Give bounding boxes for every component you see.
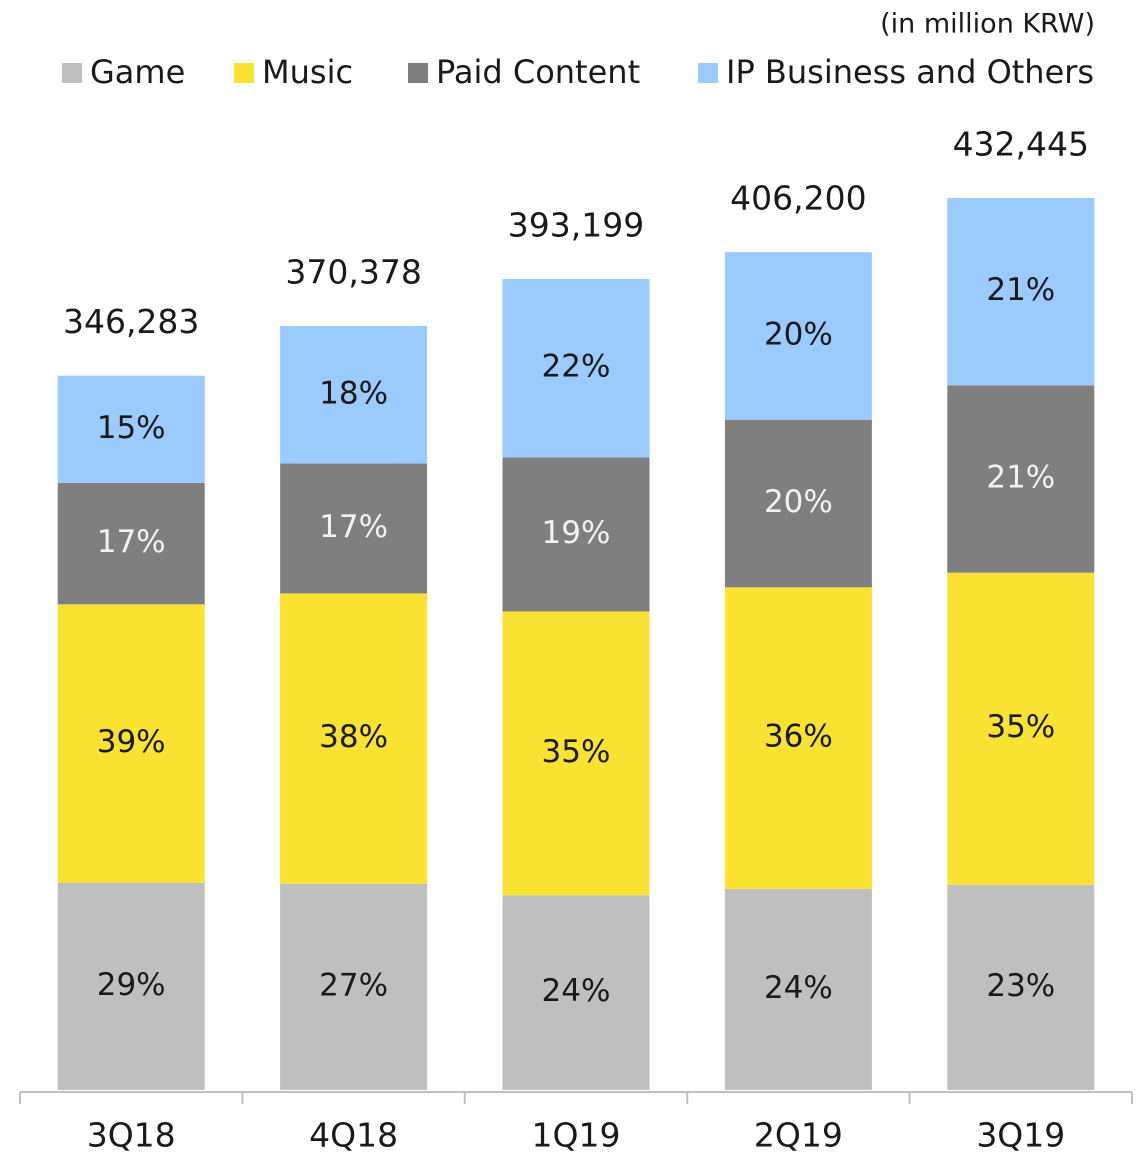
bar-segment xyxy=(724,252,872,420)
bar-segment xyxy=(947,572,1095,885)
x-tick-label: 4Q18 xyxy=(309,1116,398,1155)
segment-label: 35% xyxy=(542,734,611,770)
total-label: 432,445 xyxy=(953,125,1089,164)
legend-swatch xyxy=(234,63,254,83)
segment-label: 36% xyxy=(764,719,833,755)
segment-label: 15% xyxy=(97,410,166,446)
total-label: 406,200 xyxy=(730,179,866,218)
legend-label: Paid Content xyxy=(436,53,640,91)
segment-label: 22% xyxy=(542,349,611,385)
bar-segment xyxy=(57,482,205,605)
legend-swatch xyxy=(408,63,428,83)
bar-segment xyxy=(502,278,650,458)
total-label: 346,283 xyxy=(63,302,199,341)
segment-label: 23% xyxy=(986,968,1055,1004)
segment-label: 21% xyxy=(986,272,1055,308)
bar-segment xyxy=(57,375,205,483)
bar-segment xyxy=(724,888,872,1090)
segment-label: 27% xyxy=(319,967,388,1003)
bar-segment xyxy=(502,611,650,896)
bar-segment xyxy=(280,463,428,594)
bar-segment xyxy=(947,884,1095,1090)
segment-label: 24% xyxy=(542,973,611,1009)
segment-label: 24% xyxy=(764,970,833,1006)
x-tick-label: 3Q19 xyxy=(976,1116,1065,1155)
segment-label: 17% xyxy=(97,524,166,560)
segment-label: 39% xyxy=(97,724,166,760)
legend-swatch xyxy=(698,63,718,83)
segment-label: 20% xyxy=(764,484,833,520)
x-tick-label: 2Q19 xyxy=(754,1116,843,1155)
segment-label: 38% xyxy=(319,719,388,755)
segment-label: 18% xyxy=(319,375,388,411)
bar-segment xyxy=(947,198,1095,386)
x-tick-label: 3Q18 xyxy=(87,1116,176,1155)
x-tick-label: 1Q19 xyxy=(532,1116,621,1155)
segment-label: 29% xyxy=(97,967,166,1003)
legend-label: IP Business and Others xyxy=(726,53,1094,91)
legend-label: Music xyxy=(262,53,353,91)
legend-label: Game xyxy=(90,53,185,91)
bar-segment xyxy=(280,326,428,464)
segment-label: 35% xyxy=(986,709,1055,745)
bar-segment xyxy=(724,419,872,588)
segment-label: 19% xyxy=(542,515,611,551)
total-label: 393,199 xyxy=(508,205,644,244)
bar-segment xyxy=(947,385,1095,573)
bar-segment xyxy=(280,593,428,884)
segment-label: 17% xyxy=(319,509,388,545)
segment-label: 20% xyxy=(764,316,833,352)
total-label: 370,378 xyxy=(285,253,421,292)
legend-swatch xyxy=(62,63,82,83)
bar-segment xyxy=(57,604,205,883)
bar-segment xyxy=(724,587,872,889)
unit-note: (in million KRW) xyxy=(880,9,1095,40)
segment-label: 21% xyxy=(986,459,1055,495)
bar-segment xyxy=(502,457,650,612)
bar-segment xyxy=(57,882,205,1090)
bar-segment xyxy=(502,895,650,1090)
bar-segment xyxy=(280,883,428,1090)
